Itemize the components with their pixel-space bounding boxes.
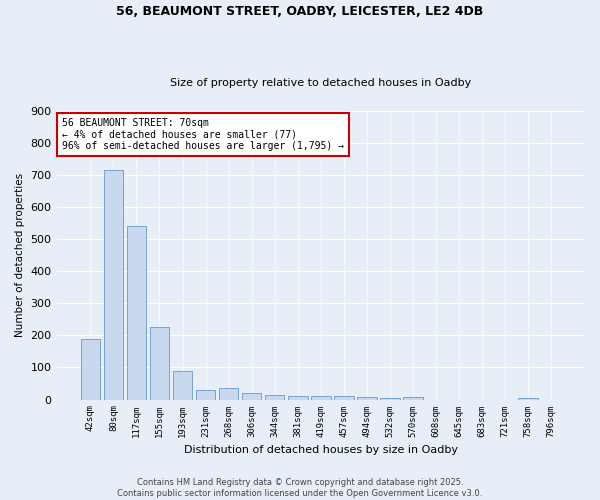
X-axis label: Distribution of detached houses by size in Oadby: Distribution of detached houses by size …	[184, 445, 458, 455]
Bar	[242, 393, 262, 400]
Bar	[311, 396, 331, 400]
Bar	[127, 226, 146, 400]
Bar	[288, 396, 308, 400]
Text: Contains HM Land Registry data © Crown copyright and database right 2025.
Contai: Contains HM Land Registry data © Crown c…	[118, 478, 482, 498]
Bar	[403, 397, 423, 400]
Title: Size of property relative to detached houses in Oadby: Size of property relative to detached ho…	[170, 78, 472, 88]
Bar	[80, 338, 100, 400]
Bar	[357, 398, 377, 400]
Bar	[518, 398, 538, 400]
Bar	[173, 370, 193, 400]
Text: 56 BEAUMONT STREET: 70sqm
← 4% of detached houses are smaller (77)
96% of semi-d: 56 BEAUMONT STREET: 70sqm ← 4% of detach…	[62, 118, 344, 152]
Y-axis label: Number of detached properties: Number of detached properties	[15, 173, 25, 338]
Text: 56, BEAUMONT STREET, OADBY, LEICESTER, LE2 4DB: 56, BEAUMONT STREET, OADBY, LEICESTER, L…	[116, 5, 484, 18]
Bar	[380, 398, 400, 400]
Bar	[196, 390, 215, 400]
Bar	[219, 388, 238, 400]
Bar	[265, 394, 284, 400]
Bar	[334, 396, 353, 400]
Bar	[104, 170, 123, 400]
Bar	[149, 328, 169, 400]
